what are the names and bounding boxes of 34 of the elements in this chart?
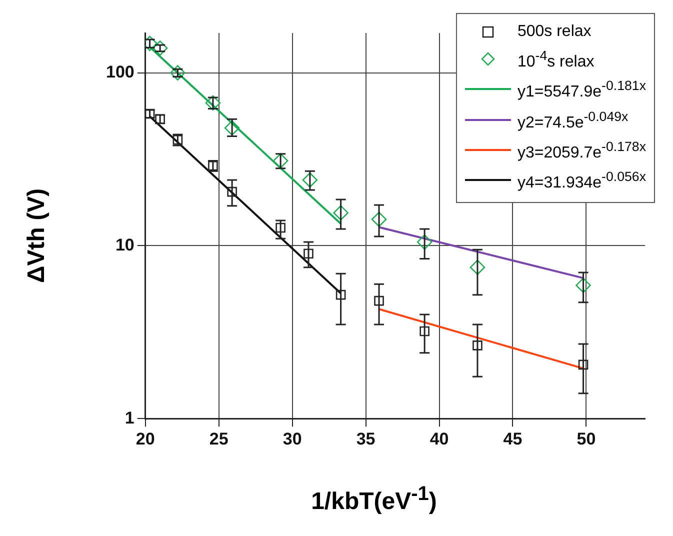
point	[152, 40, 168, 56]
y-axis-title: ΔVth (V)	[23, 188, 51, 283]
point	[472, 340, 482, 350]
point	[420, 326, 430, 336]
legend-label: 10$^{-4}$s relax	[517, 47, 594, 72]
legend-label: y4=31.934e$^{-0.056x}$	[517, 168, 646, 194]
x-axis-title: 1/kbT(eV$^{-1}$)	[310, 483, 438, 516]
y-tick-label: 1	[124, 408, 134, 428]
x-tick-label: 25	[209, 429, 228, 448]
legend-label: y1=5547.9e$^{-0.181x}$	[517, 77, 646, 103]
point	[576, 278, 591, 293]
point	[276, 222, 286, 233]
point	[470, 260, 486, 275]
point	[170, 65, 186, 80]
x-tick-label: 40	[430, 429, 449, 448]
legend-label: y2=74.5e$^{-0.049x}$	[517, 108, 628, 133]
x-tick-label: 45	[503, 429, 522, 448]
x-tick-label: 35	[356, 429, 376, 448]
point	[304, 248, 314, 259]
x-tick-label: 30	[282, 429, 302, 448]
point	[336, 290, 346, 300]
y-tick-label: 100	[106, 62, 134, 82]
point	[374, 296, 384, 306]
legend-label: 500s relax	[517, 22, 592, 42]
point	[227, 186, 237, 197]
point	[302, 172, 318, 188]
point	[416, 234, 432, 250]
legend-label: y3=2059.7e$^{-0.178x}$	[517, 138, 646, 164]
point	[578, 360, 588, 370]
x-tick-label: 50	[576, 429, 596, 448]
point	[333, 205, 348, 220]
point	[371, 212, 387, 228]
x-tick-label: 20	[136, 429, 155, 448]
y-tick-label: 10	[115, 235, 134, 254]
